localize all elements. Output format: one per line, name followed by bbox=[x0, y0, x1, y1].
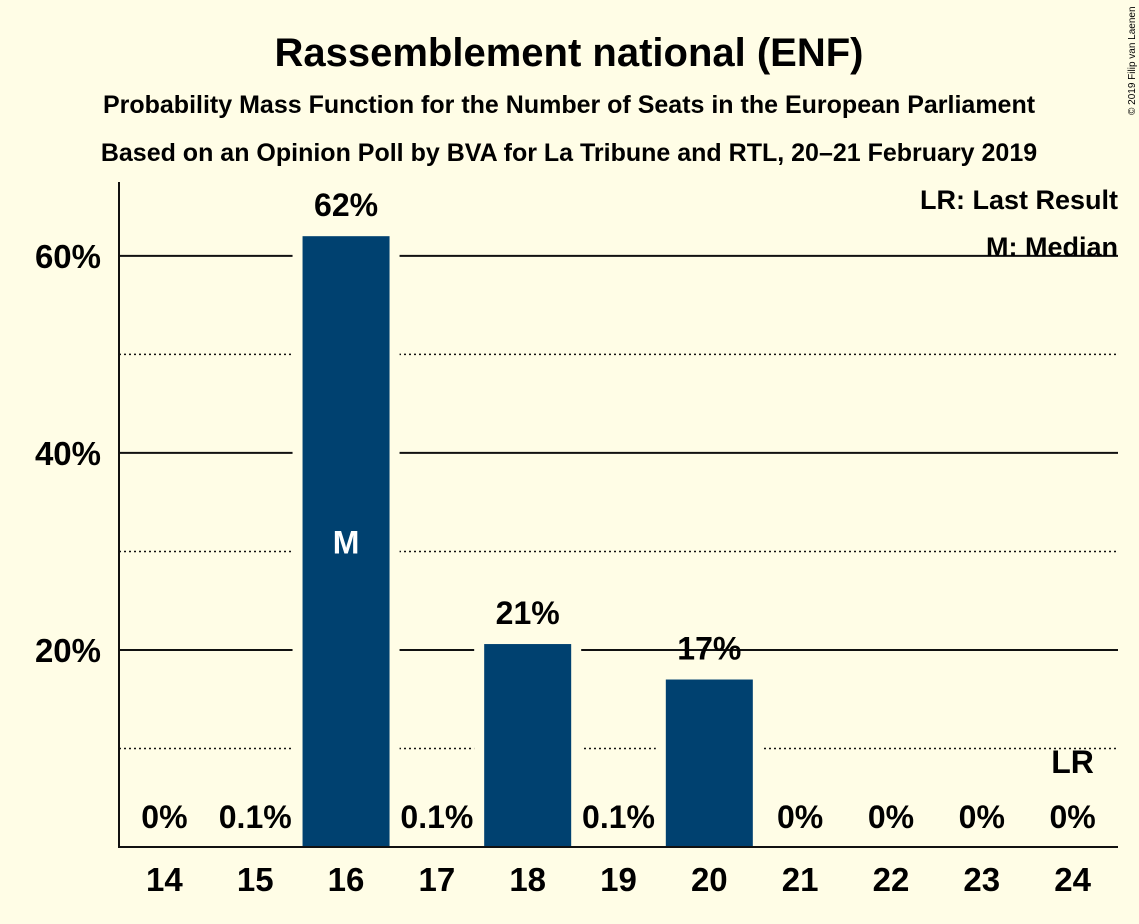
data-label: 0.1% bbox=[582, 799, 655, 835]
data-label: 0% bbox=[1049, 799, 1095, 835]
y-tick-label: 40% bbox=[35, 435, 101, 472]
axes: 20% 40% 60% 14 15 16 17 18 19 20 21 22 23 24 bbox=[35, 182, 1118, 898]
data-label: 0.1% bbox=[400, 799, 473, 835]
x-tick-label: 16 bbox=[328, 861, 365, 898]
y-tick-label: 60% bbox=[35, 238, 101, 275]
x-tick-label: 24 bbox=[1054, 861, 1091, 898]
data-label: 17% bbox=[677, 631, 741, 667]
data-labels: 0% 0.1% 62% M 0.1% 21% 0.1% 17% 0% 0% 0% 0% LR bbox=[141, 187, 1095, 835]
data-label: 21% bbox=[496, 595, 560, 631]
x-tick-label: 20 bbox=[691, 861, 728, 898]
chart-subtitle-1: Probability Mass Function for the Number… bbox=[103, 91, 1036, 119]
x-tick-label: 15 bbox=[237, 861, 274, 898]
y-tick-label: 20% bbox=[35, 632, 101, 669]
legend-last-result: LR: Last Result bbox=[920, 185, 1118, 215]
data-label: 0% bbox=[777, 799, 823, 835]
x-tick-label: 18 bbox=[509, 861, 546, 898]
data-label: 0% bbox=[868, 799, 914, 835]
chart-subtitle-2: Based on an Opinion Poll by BVA for La T… bbox=[101, 139, 1037, 167]
bar bbox=[484, 644, 572, 847]
data-label: 0.1% bbox=[219, 799, 292, 835]
x-tick-label: 22 bbox=[873, 861, 910, 898]
x-tick-label: 19 bbox=[600, 861, 637, 898]
chart-title: Rassemblement national (ENF) bbox=[274, 31, 863, 75]
bars bbox=[201, 236, 763, 847]
median-marker: M bbox=[333, 525, 360, 561]
data-label: 62% bbox=[314, 187, 378, 223]
bar bbox=[302, 236, 390, 847]
last-result-marker: LR bbox=[1051, 744, 1094, 780]
x-tick-label: 14 bbox=[146, 861, 183, 898]
legend-median: M: Median bbox=[986, 232, 1118, 262]
gridlines bbox=[119, 254, 1118, 750]
copyright-notice: © 2019 Filip van Laenen bbox=[1127, 6, 1138, 115]
data-label: 0% bbox=[141, 799, 187, 835]
x-tick-label: 23 bbox=[963, 861, 1000, 898]
x-tick-label: 17 bbox=[419, 861, 456, 898]
x-tick-label: 21 bbox=[782, 861, 819, 898]
bar bbox=[665, 679, 753, 847]
data-label: 0% bbox=[959, 799, 1005, 835]
